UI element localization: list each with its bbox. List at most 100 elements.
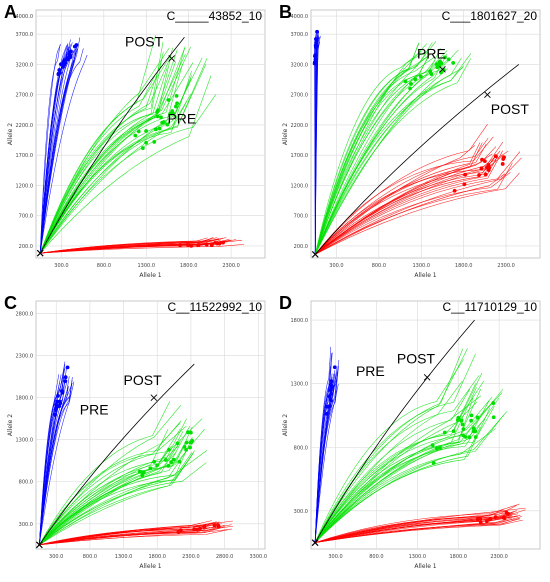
amplification-trace [314,380,463,543]
x-tick-label: 800.0 [372,263,386,269]
x-tick-label: 800.0 [369,554,383,560]
x-tick-label: 300.0 [49,554,63,560]
endpoint-dot [451,429,456,434]
amplification-trace [314,57,435,255]
y-tick-label: 1300.0 [291,382,309,388]
endpoint-dot [155,114,160,119]
amplification-trace [314,42,420,255]
x-axis-label: Allele 1 [139,272,161,279]
amplification-trace [314,57,450,255]
endpoint-dot [471,426,476,431]
amplification-trace [39,78,192,254]
assay-title: C_____43852_10 [167,9,263,23]
amplification-trace [39,380,73,545]
endpoint-dot [61,60,66,64]
y-tick-label: 2300.0 [16,354,34,360]
endpoint-dot [182,444,187,449]
cluster-group [39,401,208,546]
amplification-trace [40,93,192,254]
amplification-trace [315,172,511,255]
y-tick-label: 1200.0 [291,183,309,189]
amplification-trace [314,414,504,543]
endpoint-dot [63,375,68,380]
assay-title: C__11522992_10 [167,300,262,314]
x-tick-label: 2300.0 [182,554,200,560]
x-tick-label: 1300.0 [115,554,133,560]
endpoint-dot [133,133,138,138]
endpoint-dot [480,157,484,162]
x-tick-label: 300.0 [329,263,343,269]
endpoint-dot [65,365,70,370]
y-tick-label: 1800.0 [291,318,309,324]
annotation-x-marker [439,65,446,73]
amplification-trace [315,137,489,255]
endpoint-dot [327,394,332,399]
endpoint-dot [188,430,193,435]
endpoint-dot [157,126,162,131]
endpoint-dot [463,172,468,177]
amplification-trace [314,348,464,543]
panel-letter: B [279,2,292,22]
endpoint-dot [403,79,408,84]
endpoint-dot [170,109,175,113]
endpoint-dot [473,429,478,434]
ntc-trace [39,36,185,254]
y-tick-label: 2800.0 [16,312,34,318]
annotation-x-marker [423,373,431,381]
amplification-trace [315,510,518,543]
endpoint-dot [461,427,466,432]
y-tick-label: 4000.0 [291,14,309,20]
y-tick-label: 700.0 [19,214,33,220]
endpoint-dot [198,526,202,531]
cluster-group [312,29,321,255]
endpoint-dot [475,517,480,522]
y-tick-label: 1300.0 [16,438,34,444]
x-tick-label: 3300.0 [250,554,268,560]
cluster-group [39,361,75,545]
y-axis-label: Allele 2 [7,414,14,436]
x-tick-label: 1300.0 [413,263,431,269]
endpoint-dot [408,86,412,91]
y-tick-label: 3700.0 [291,32,309,38]
origin-x-marker [311,539,319,547]
endpoint-dot [68,53,73,58]
endpoint-dot [477,173,482,177]
amplification-trace [39,522,201,546]
endpoint-dot [188,445,192,450]
amplification-trace [314,58,471,255]
x-tick-label: 2300.0 [222,263,240,269]
endpoint-dot [153,127,158,132]
amplification-trace [315,513,513,543]
amplification-trace [314,395,481,543]
amplification-trace [39,44,61,254]
amplification-trace [314,35,321,255]
endpoint-dot [168,111,173,116]
amplification-trace [314,400,490,543]
endpoint-dot [144,129,148,133]
endpoint-dot [428,69,433,74]
origin-x-marker [35,541,43,549]
amplification-trace [315,150,503,255]
y-tick-label: 1700.0 [16,153,34,159]
x-tick-label: 800.0 [83,554,97,560]
amplification-trace [314,60,436,255]
amplification-trace [314,388,504,543]
endpoint-dot [156,108,160,113]
y-axis-label: Allele 2 [282,414,289,436]
endpoint-dot [493,515,498,519]
endpoint-dot [501,157,506,161]
endpoint-dot [434,62,439,66]
endpoint-dot [502,516,507,521]
panel-a: 300.0 800.0 1300.0 1800.0 2300.0 200.0 700.0 12… [0,0,275,291]
annotation-label: POST [397,350,436,366]
endpoint-dot [429,72,434,77]
endpoint-dot [56,394,60,398]
endpoint-dot [460,422,465,427]
panel-b: 300.0 800.0 1300.0 1800.0 2300.0 200.0 700.0 12… [275,0,550,291]
annotation-x-marker [150,394,158,401]
endpoint-dot [196,243,200,247]
endpoint-dot [329,398,333,403]
x-tick-label: 2300.0 [490,554,508,560]
x-tick-label: 2800.0 [216,554,234,560]
annotation-label: POST [124,372,163,388]
